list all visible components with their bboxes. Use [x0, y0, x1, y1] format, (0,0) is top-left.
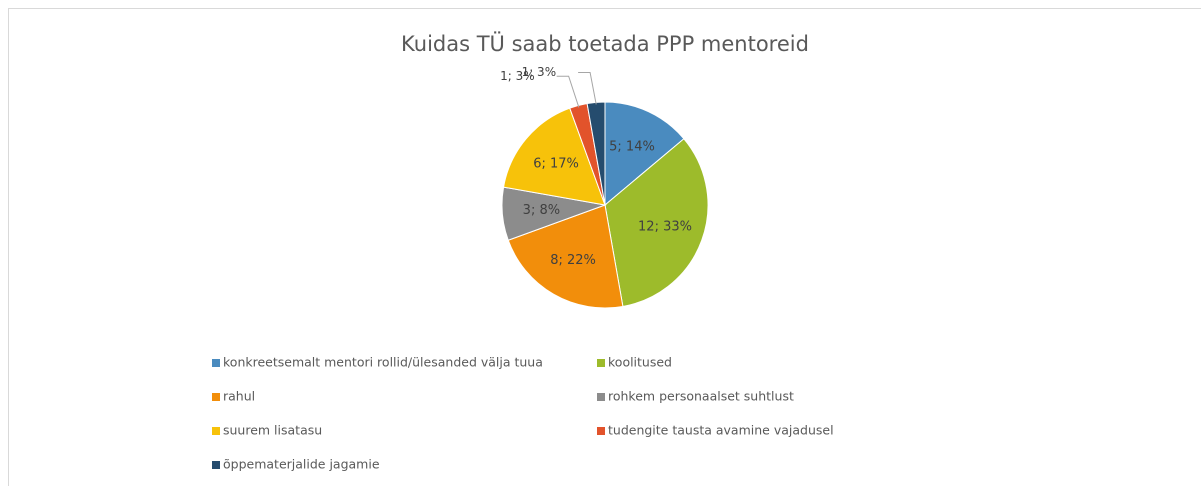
legend-label: tudengite tausta avamine vajadusel [608, 423, 834, 438]
data-label: 12; 33% [638, 219, 692, 234]
legend-swatch [597, 359, 605, 367]
data-label: 3; 8% [523, 203, 560, 218]
leader-line [578, 71, 597, 105]
legend-label: rohkem personaalset suhtlust [608, 389, 794, 404]
data-label: 6; 17% [533, 156, 579, 171]
legend-label: õppematerjalide jagamie [223, 457, 380, 472]
legend-label: rahul [223, 389, 255, 404]
legend-swatch [597, 393, 605, 401]
data-label: 1; 3% [500, 69, 535, 83]
pie-slice [502, 107, 606, 206]
legend-swatch [212, 359, 220, 367]
legend-swatch [597, 427, 605, 435]
legend-swatch [212, 427, 220, 435]
legend-label: koolitused [608, 355, 672, 370]
data-label: 8; 22% [550, 253, 596, 268]
pie-slice [507, 204, 624, 309]
legend-swatch [212, 393, 220, 401]
chart-title: Kuidas TÜ saab toetada PPP mentoreid [401, 31, 809, 56]
legend-swatch [212, 461, 220, 469]
data-label: 1; 3% [522, 65, 557, 79]
legend-label: suurem lisatasu [223, 423, 322, 438]
pie-slice [604, 101, 685, 207]
data-label: 5; 14% [609, 140, 655, 155]
legend-label: konkreetsemalt mentori rollid/ülesanded … [223, 355, 543, 370]
leader-line [556, 75, 580, 108]
pie-slice [604, 138, 709, 308]
